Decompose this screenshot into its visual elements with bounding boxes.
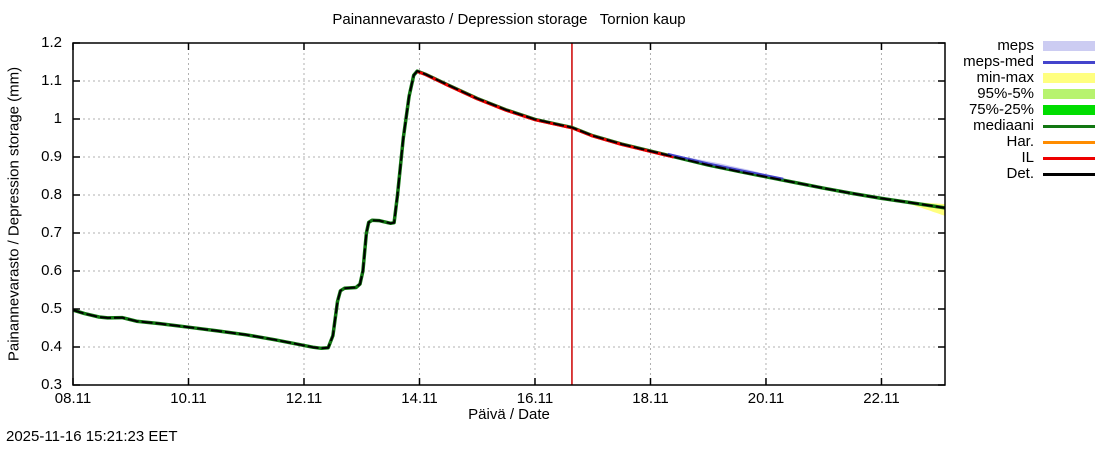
series-IL bbox=[416, 70, 674, 159]
x-tick-label: 18.11 bbox=[632, 390, 669, 407]
plot-border bbox=[72, 42, 946, 386]
legend-item-min-max: min-max bbox=[963, 70, 1095, 86]
legend-item-meps-med: meps-med bbox=[963, 54, 1095, 70]
legend: meps meps-med min-max 95%-5% 75%-25% mediaani… bbox=[963, 38, 1095, 182]
legend-item-det: Det. bbox=[963, 166, 1095, 182]
y-tick-label: 0.6 bbox=[41, 262, 62, 279]
legend-label: 75%-25% bbox=[968, 101, 1034, 118]
chart-title: Painannevarasto / Depression storage Tor… bbox=[332, 11, 686, 28]
legend-item-il: IL bbox=[963, 150, 1095, 166]
legend-label: Det. bbox=[1006, 165, 1034, 182]
y-tick-label: 1 bbox=[53, 110, 62, 127]
legend-label: Har. bbox=[1006, 133, 1034, 150]
legend-label: IL bbox=[1021, 149, 1034, 166]
legend-label: meps bbox=[997, 37, 1034, 54]
x-tick-label: 22.11 bbox=[863, 390, 900, 407]
legend-swatch-band bbox=[1043, 89, 1095, 99]
x-tick-label: 12.11 bbox=[285, 390, 323, 407]
x-tick-label: 16.11 bbox=[516, 390, 554, 407]
legend-item-95-5: 95%-5% bbox=[963, 86, 1095, 102]
x-tick-label: 20.11 bbox=[747, 390, 785, 407]
y-tick-label: 1.1 bbox=[41, 72, 62, 89]
y-tick-label: 0.4 bbox=[41, 338, 62, 355]
legend-item-har: Har. bbox=[963, 134, 1095, 150]
y-tick-label: 0.3 bbox=[41, 376, 62, 393]
y-tick-label: 0.7 bbox=[41, 224, 62, 241]
legend-label: mediaani bbox=[973, 117, 1034, 134]
series-Det. bbox=[72, 70, 946, 350]
legend-swatch-line bbox=[1043, 140, 1095, 144]
x-tick-label: 10.11 bbox=[170, 390, 207, 407]
y-tick-label: 0.8 bbox=[41, 186, 62, 203]
y-tick-label: 1.2 bbox=[41, 34, 62, 51]
y-tick-label: 0.5 bbox=[41, 300, 62, 317]
legend-item-75-25: 75%-25% bbox=[963, 102, 1095, 118]
legend-swatch-band bbox=[1043, 73, 1095, 83]
legend-label: min-max bbox=[976, 69, 1034, 86]
legend-swatch-line bbox=[1043, 172, 1095, 176]
legend-swatch-line bbox=[1043, 60, 1095, 64]
legend-label: 95%-5% bbox=[977, 85, 1034, 102]
x-tick-label: 08.11 bbox=[54, 390, 92, 407]
legend-item-meps: meps bbox=[963, 38, 1095, 54]
series-meps-med bbox=[667, 152, 784, 180]
legend-label: meps-med bbox=[963, 53, 1034, 70]
legend-swatch-line bbox=[1043, 124, 1095, 128]
legend-item-mediaani: mediaani bbox=[963, 118, 1095, 134]
render-timestamp: 2025-11-16 15:21:23 EET bbox=[6, 428, 178, 445]
legend-swatch-band bbox=[1043, 41, 1095, 51]
legend-swatch-band bbox=[1043, 105, 1095, 115]
x-tick-label: 14.11 bbox=[401, 390, 438, 407]
y-tick-label: 0.9 bbox=[41, 148, 62, 165]
x-axis-label: Päivä / Date bbox=[468, 406, 550, 423]
legend-swatch-line bbox=[1043, 156, 1095, 160]
